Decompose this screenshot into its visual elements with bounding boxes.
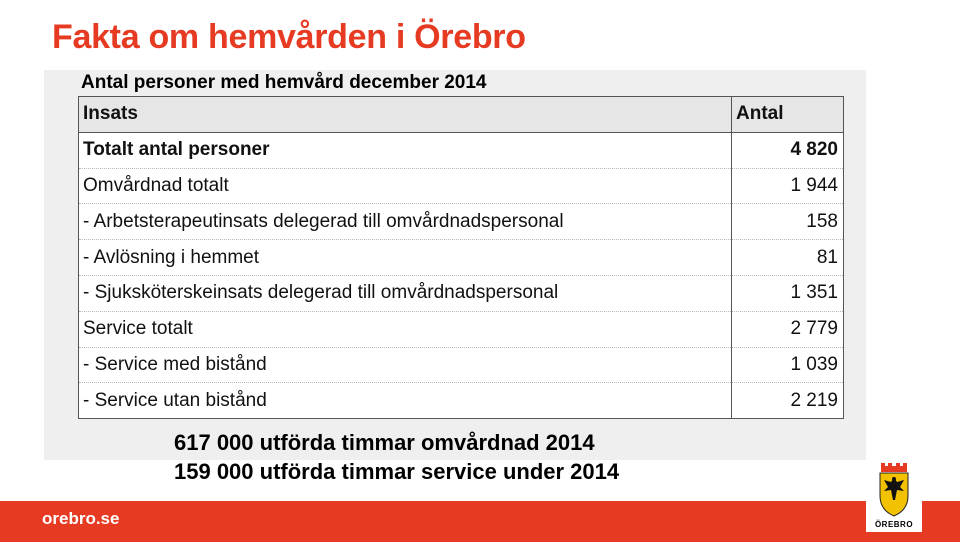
table-row: - Sjuksköterskeinsats delegerad till omv… (78, 275, 844, 312)
row-value: 2 779 (731, 311, 844, 348)
orebro-coat-of-arms-icon (879, 463, 909, 517)
header-insats: Insats (78, 96, 732, 133)
row-value: 1 351 (731, 275, 844, 312)
table-row: Totalt antal personer 4 820 (78, 132, 844, 169)
summary-line-service: 159 000 utförda timmar service under 201… (174, 459, 620, 484)
table-row: Omvårdnad totalt 1 944 (78, 168, 844, 205)
row-label: - Service utan bistånd (78, 382, 732, 420)
row-label: - Sjuksköterskeinsats delegerad till omv… (78, 275, 732, 312)
row-value: 158 (731, 203, 844, 241)
orebro-logo: ÖREBRO (866, 460, 922, 532)
slide-title: Fakta om hemvården i Örebro (52, 18, 526, 56)
logo-text: ÖREBRO (874, 520, 914, 529)
header-antal: Antal (731, 96, 844, 133)
table-row: - Service utan bistånd 2 219 (78, 382, 844, 420)
row-label: - Avlösning i hemmet (78, 239, 732, 276)
row-label: Service totalt (78, 311, 732, 348)
footer-bar (0, 501, 960, 542)
row-value: 81 (731, 239, 844, 276)
table-subtitle: Antal personer med hemvård december 2014 (81, 72, 487, 93)
row-label: Omvårdnad totalt (78, 168, 732, 205)
statistics-table: Insats Antal Totalt antal personer 4 820… (78, 96, 844, 420)
row-value: 1 039 (731, 347, 844, 384)
row-label: - Service med bistånd (78, 347, 732, 384)
row-label: Totalt antal personer (78, 132, 732, 169)
row-value: 2 219 (731, 382, 844, 420)
summary-block: 617 000 utförda timmar omvårdnad 2014 15… (174, 428, 619, 486)
table-header-row: Insats Antal (78, 96, 844, 133)
footer-url: orebro.se (42, 509, 120, 528)
row-value: 4 820 (731, 132, 844, 169)
row-value: 1 944 (731, 168, 844, 205)
row-label: - Arbetsterapeutinsats delegerad till om… (78, 203, 732, 241)
summary-line-omvardnad: 617 000 utförda timmar omvårdnad 2014 (174, 430, 595, 455)
table-row: - Service med bistånd 1 039 (78, 347, 844, 384)
table-row: - Arbetsterapeutinsats delegerad till om… (78, 203, 844, 241)
table-row: Service totalt 2 779 (78, 311, 844, 348)
table-row: - Avlösning i hemmet 81 (78, 239, 844, 276)
